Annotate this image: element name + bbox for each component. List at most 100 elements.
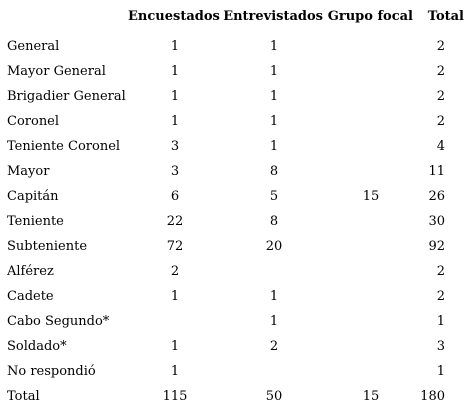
cell-encuestados: 1	[170, 339, 180, 354]
row-label: Teniente	[7, 214, 64, 229]
header-row: Encuestados Entrevistados Grupo focal To…	[0, 0, 467, 34]
cell-grupo-focal	[326, 334, 416, 359]
row-label: Soldado*	[7, 339, 67, 354]
cell-grupo-focal	[326, 359, 416, 384]
cell-entrevistados: 8	[269, 214, 279, 229]
header-encuestados: Encuestados	[128, 9, 220, 24]
cell-total: 30	[428, 214, 445, 229]
cell-encuestados: 22	[166, 214, 184, 229]
cell-total: 2	[436, 114, 445, 129]
table-row: Alférez 2 2	[0, 259, 467, 284]
cell-grupo-focal	[326, 59, 416, 84]
cell-encuestados: 1	[170, 39, 180, 54]
cell-grupo-focal	[326, 259, 416, 284]
cell-encuestados: 115	[162, 389, 188, 404]
cell-encuestados: 1	[170, 364, 180, 379]
table-row: Teniente 22 8 30	[0, 209, 467, 234]
cell-entrevistados: 1	[269, 89, 279, 104]
row-label: Coronel	[7, 114, 60, 129]
cell-entrevistados: 8	[269, 164, 279, 179]
table-row: Total 115 50 15 180	[0, 384, 467, 409]
cell-entrevistados: 50	[265, 389, 283, 404]
header-grupo-focal: Grupo focal	[327, 9, 413, 24]
table-row: Subteniente 72 20 92	[0, 234, 467, 259]
row-label: General	[7, 39, 60, 54]
cell-entrevistados: 1	[269, 39, 279, 54]
cell-total: 4	[436, 139, 445, 154]
cell-grupo-focal	[326, 284, 416, 309]
row-label: Teniente Coronel	[7, 139, 121, 154]
row-label: No respondió	[7, 364, 96, 379]
cell-encuestados: 1	[170, 64, 180, 79]
cell-encuestados: 72	[166, 239, 184, 254]
row-label: Capitán	[7, 189, 59, 204]
cell-total: 1	[436, 314, 445, 329]
cell-grupo-focal	[326, 159, 416, 184]
cell-encuestados: 1	[170, 89, 180, 104]
cell-total: 2	[436, 39, 445, 54]
cell-encuestados: 3	[170, 164, 180, 179]
cell-encuestados: 6	[170, 189, 180, 204]
table-row: Cabo Segundo* 1 1	[0, 309, 467, 334]
cell-encuestados: 3	[170, 139, 180, 154]
table-body: General 1 1 2 Mayor General 1 1 2 Brigadier Gene…	[0, 34, 467, 409]
cell-total: 1	[436, 364, 445, 379]
cell-entrevistados: 20	[265, 239, 283, 254]
cell-encuestados: 2	[170, 264, 180, 279]
row-label: Brigadier General	[7, 89, 126, 104]
cell-total: 180	[420, 389, 445, 404]
table-header: Encuestados Entrevistados Grupo focal To…	[0, 0, 467, 34]
row-label: Subteniente	[7, 239, 88, 254]
table-row: Cadete 1 1 2	[0, 284, 467, 309]
row-label: Total	[7, 389, 40, 404]
cell-total: 2	[436, 289, 445, 304]
cell-entrevistados	[222, 259, 326, 284]
table-row: Soldado* 1 2 3	[0, 334, 467, 359]
cell-total: 26	[428, 189, 445, 204]
cell-total: 11	[428, 164, 445, 179]
cell-grupo-focal: 15	[362, 389, 380, 404]
cell-encuestados: 1	[170, 289, 180, 304]
cell-entrevistados: 1	[269, 114, 279, 129]
cell-total: 3	[436, 339, 445, 354]
table-row: No respondió 1 1	[0, 359, 467, 384]
cell-grupo-focal	[326, 234, 416, 259]
cell-grupo-focal: 15	[362, 189, 380, 204]
cell-grupo-focal	[326, 34, 416, 59]
cell-encuestados: 1	[170, 114, 180, 129]
cell-total: 2	[436, 89, 445, 104]
table-row: Coronel 1 1 2	[0, 109, 467, 134]
row-label: Mayor General	[7, 64, 106, 79]
cell-grupo-focal	[326, 209, 416, 234]
cell-grupo-focal	[326, 134, 416, 159]
table-row: Mayor General 1 1 2	[0, 59, 467, 84]
cell-entrevistados: 1	[269, 139, 279, 154]
table-row: Teniente Coronel 3 1 4	[0, 134, 467, 159]
row-label: Cabo Segundo*	[7, 314, 110, 329]
header-entrevistados: Entrevistados	[223, 9, 323, 24]
cell-entrevistados: 5	[269, 189, 279, 204]
cell-grupo-focal	[326, 109, 416, 134]
cell-entrevistados: 1	[269, 289, 279, 304]
row-label: Cadete	[7, 289, 54, 304]
header-total: Total	[427, 9, 464, 24]
cell-entrevistados: 1	[269, 64, 279, 79]
cell-total: 2	[436, 264, 445, 279]
cell-total: 92	[428, 239, 445, 254]
cell-encuestados	[128, 309, 222, 334]
cell-entrevistados: 2	[269, 339, 279, 354]
cell-grupo-focal	[326, 84, 416, 109]
table-row: Mayor 3 8 11	[0, 159, 467, 184]
cell-entrevistados: 1	[269, 314, 279, 329]
cell-entrevistados	[222, 359, 326, 384]
table-row: Brigadier General 1 1 2	[0, 84, 467, 109]
row-label: Alférez	[7, 264, 54, 279]
cell-grupo-focal	[326, 309, 416, 334]
cell-total: 2	[436, 64, 445, 79]
header-label-empty	[0, 0, 128, 34]
row-label: Mayor	[7, 164, 50, 179]
table-row: General 1 1 2	[0, 34, 467, 59]
table-row: Capitán 6 5 15 26	[0, 184, 467, 209]
